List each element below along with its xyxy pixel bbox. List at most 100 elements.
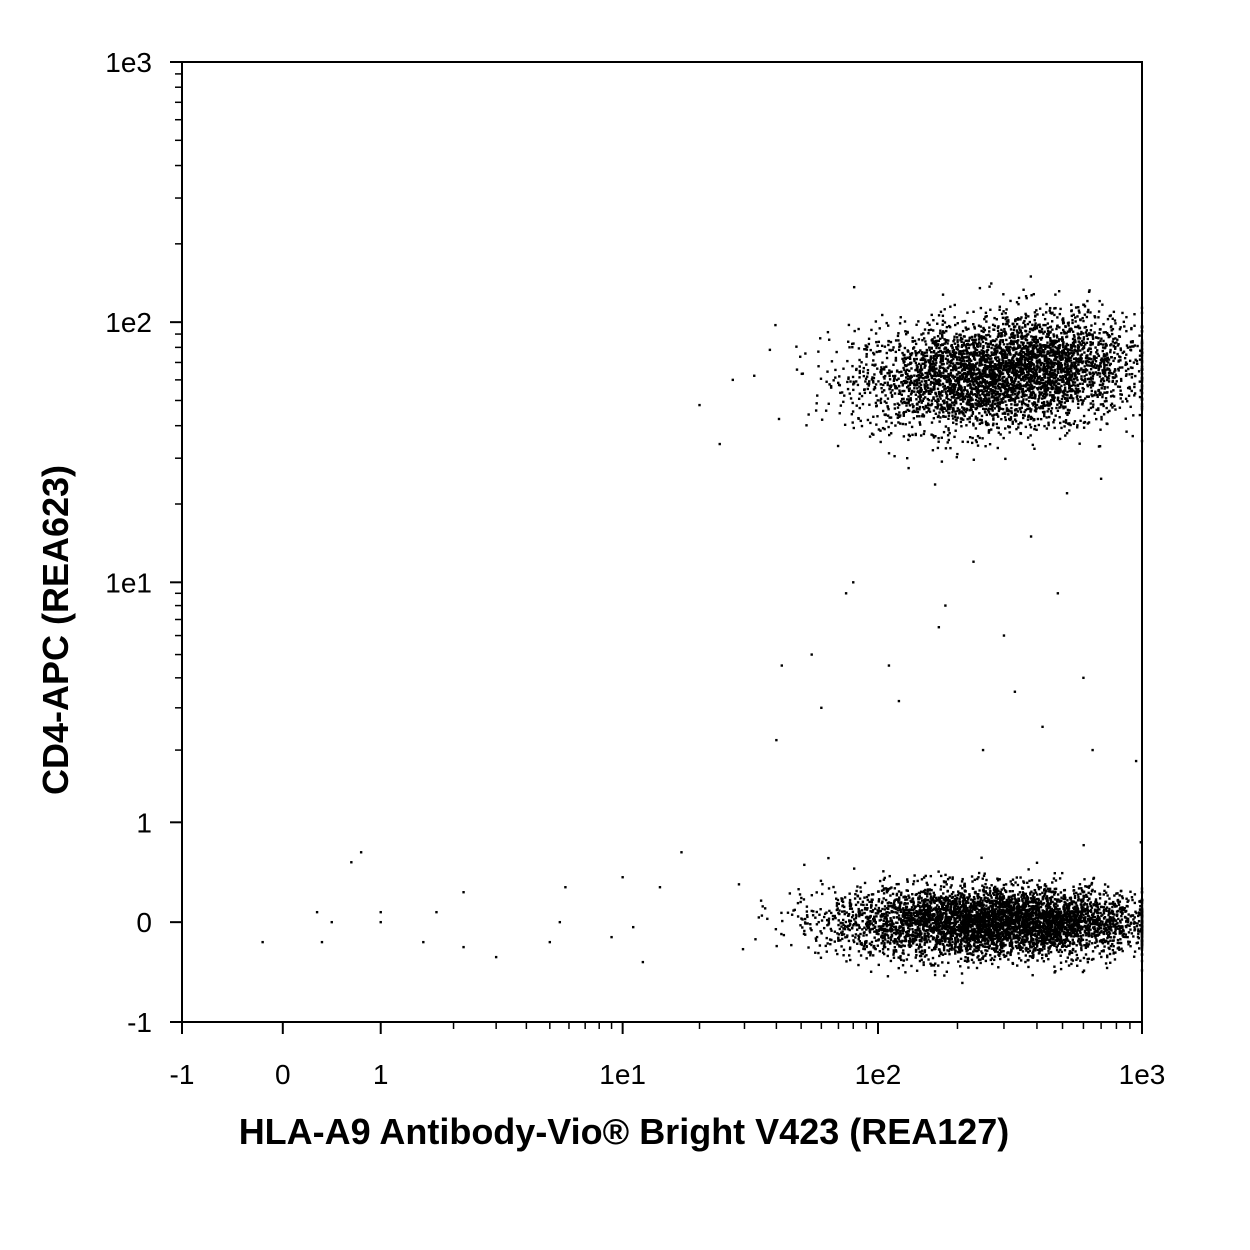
data-point	[1009, 396, 1013, 399]
data-point	[1031, 402, 1034, 405]
data-point	[1047, 345, 1050, 349]
data-point	[893, 454, 896, 458]
data-point	[843, 423, 847, 427]
data-point	[1004, 457, 1007, 461]
data-point	[1081, 403, 1084, 406]
data-point	[947, 944, 950, 947]
data-point	[1005, 362, 1009, 365]
data-point	[1109, 314, 1112, 317]
data-point	[1104, 357, 1107, 361]
data-point	[1062, 407, 1065, 410]
data-point	[1039, 363, 1042, 366]
data-point	[1004, 332, 1008, 336]
data-point	[958, 333, 962, 336]
data-point	[1024, 337, 1027, 341]
data-point	[1097, 407, 1100, 410]
data-point	[981, 389, 984, 392]
data-point	[907, 384, 910, 388]
data-point	[1042, 393, 1046, 396]
data-point	[1140, 408, 1144, 411]
data-point	[819, 337, 822, 340]
data-point	[1029, 426, 1033, 429]
data-point	[1072, 422, 1075, 426]
data-point	[976, 419, 979, 422]
data-point	[1102, 404, 1105, 408]
data-point	[914, 410, 917, 414]
data-point	[996, 398, 999, 402]
data-point	[934, 370, 937, 373]
data-point	[938, 420, 941, 423]
data-point	[1091, 394, 1094, 398]
data-point	[939, 329, 942, 332]
data-point	[994, 380, 998, 383]
data-point	[879, 349, 882, 353]
data-point	[914, 354, 918, 357]
data-point	[930, 390, 933, 394]
data-point	[946, 404, 949, 407]
data-point	[1051, 354, 1054, 357]
data-point	[866, 418, 870, 422]
data-point	[1103, 353, 1106, 357]
data-point	[1140, 364, 1144, 368]
data-point	[985, 386, 988, 389]
data-point	[955, 397, 958, 400]
data-point	[1022, 335, 1025, 338]
data-point	[1031, 391, 1034, 395]
data-point	[993, 413, 996, 416]
data-point	[1017, 302, 1020, 306]
data-point	[894, 356, 898, 360]
data-point	[965, 392, 969, 396]
data-point	[1105, 360, 1109, 363]
data-point	[1070, 346, 1073, 350]
data-point	[1054, 293, 1057, 296]
data-point	[947, 376, 950, 379]
data-point	[1030, 341, 1033, 344]
data-point	[1066, 364, 1069, 368]
data-point	[1132, 361, 1136, 364]
data-point	[943, 367, 946, 370]
data-point	[1054, 361, 1057, 364]
data-point	[1116, 385, 1120, 388]
data-point	[1110, 402, 1114, 405]
data-point	[1008, 370, 1011, 373]
data-point	[1064, 419, 1068, 422]
data-point	[1048, 404, 1051, 407]
data-point	[1133, 385, 1136, 389]
data-point	[866, 907, 869, 910]
data-point	[930, 402, 934, 405]
data-point	[1079, 358, 1083, 362]
data-point	[953, 904, 956, 908]
data-point	[935, 361, 938, 364]
data-point	[1113, 376, 1117, 379]
data-point	[1121, 366, 1124, 369]
data-point	[1011, 370, 1015, 374]
data-point	[934, 354, 937, 358]
data-point	[891, 892, 895, 896]
data-point	[979, 402, 982, 406]
data-point	[1081, 332, 1085, 335]
data-point	[959, 388, 963, 392]
data-point	[988, 365, 992, 368]
data-point	[1014, 363, 1017, 367]
data-point	[1085, 369, 1089, 372]
data-point	[1045, 358, 1049, 362]
data-point	[918, 391, 921, 395]
data-point	[1024, 356, 1027, 359]
data-point	[1025, 394, 1028, 397]
data-point	[1000, 397, 1003, 401]
data-point	[902, 397, 905, 401]
data-point	[1068, 328, 1071, 332]
data-point	[1023, 896, 1026, 899]
data-point	[965, 380, 969, 383]
data-point	[969, 372, 972, 376]
data-point	[924, 340, 927, 343]
data-point	[1125, 430, 1128, 433]
data-point	[944, 351, 948, 354]
data-point	[925, 348, 929, 352]
data-point	[957, 370, 960, 374]
data-point	[1072, 352, 1075, 355]
data-point	[862, 934, 865, 937]
data-point	[1039, 353, 1043, 357]
data-point	[939, 391, 943, 394]
data-point	[1029, 357, 1033, 360]
